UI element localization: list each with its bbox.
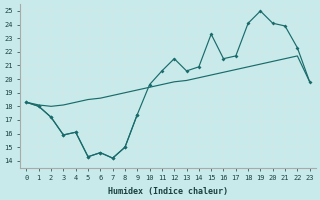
X-axis label: Humidex (Indice chaleur): Humidex (Indice chaleur): [108, 187, 228, 196]
